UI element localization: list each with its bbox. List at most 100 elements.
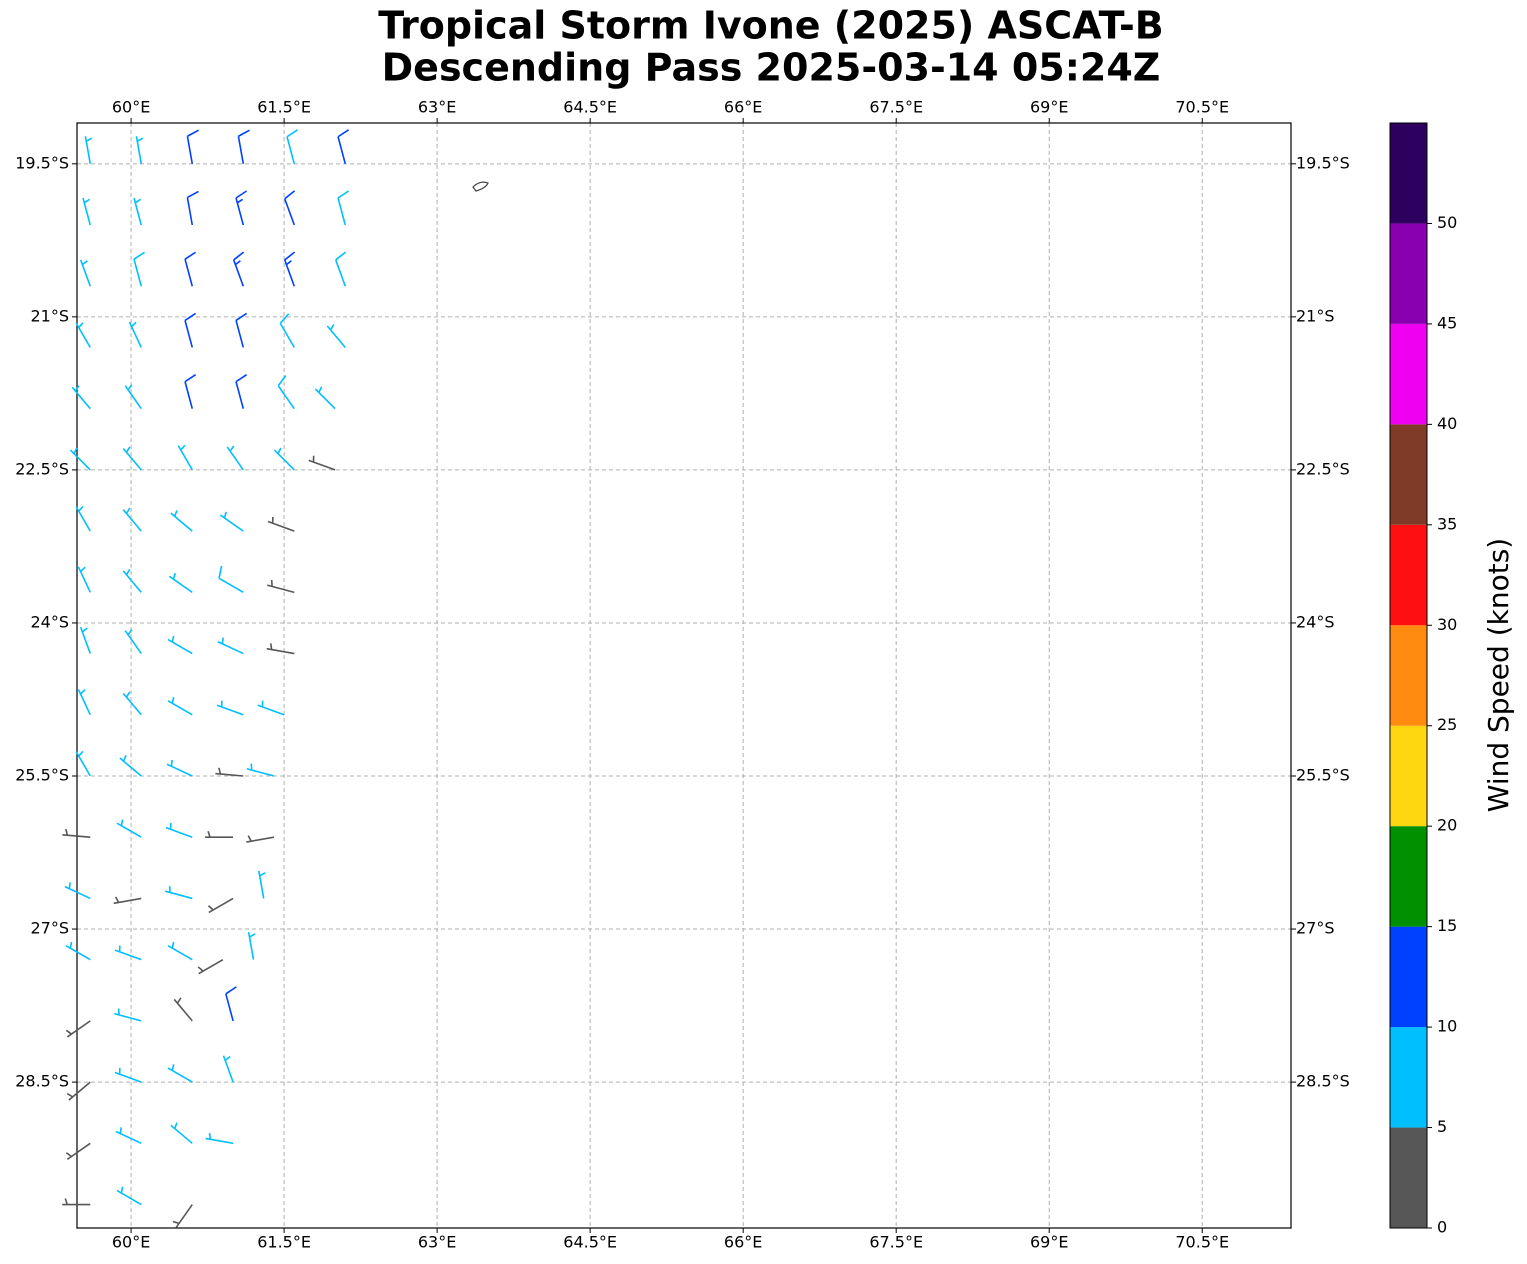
wind-barb [237,129,250,164]
colorbar-frame [1389,122,1428,1229]
wind-barb [122,507,142,532]
wind-barb [62,1198,91,1206]
wind-barb [75,750,91,777]
wind-barb [114,1008,142,1022]
y-tick-label: 22.5°S [15,459,69,478]
wind-barb [124,384,142,410]
wind-barb [65,1020,91,1038]
wind-barb [222,1055,234,1083]
y-tick-label: 27°S [30,919,69,938]
x-tick-label: 69°E [1030,1233,1068,1252]
wind-barb [266,643,295,655]
y-tick-label: 19.5°S [15,153,69,172]
y-tick-label: 19.5°S [1296,153,1350,172]
wind-barb [184,251,197,287]
wind-barb [184,374,197,409]
x-tick-label: 61.5°E [257,1233,311,1252]
wind-barb [326,324,346,348]
wind-barb [71,385,91,410]
y-tick-label: 25.5°S [15,766,69,785]
wind-barb [205,1132,234,1145]
wind-barb [225,986,237,1022]
wind-barb [114,1067,142,1083]
colorbar-tick-label: 30 [1437,615,1457,634]
colorbar-segment [1390,1127,1427,1228]
wind-barb [283,190,296,226]
y-tick-label: 24°S [30,612,69,631]
plot-frame [76,122,1292,1229]
wind-barb [116,1186,142,1206]
colorbar-tick-label: 50 [1437,213,1457,232]
wind-barb [65,1142,91,1161]
wind-barb [82,197,92,226]
wind-barb [115,1127,142,1145]
wind-barb [337,190,350,226]
wind-barb [65,941,91,961]
wind-barb [62,828,91,839]
x-tick-label: 64.5°E [563,1233,617,1252]
wind-barb [283,251,296,287]
colorbar-segment [1390,826,1427,927]
colorbar-segment [1390,625,1427,726]
wind-barb [235,312,248,348]
wind-barb [116,819,142,838]
wind-barb [64,882,91,900]
colorbar-segment [1390,524,1427,626]
wind-barb [135,136,144,164]
chart-subtitle: Descending Pass 2025-03-14 05:24Z [382,46,1161,90]
colorbar-segment [1390,323,1427,425]
wind-barb [172,1204,193,1228]
wind-barb [279,313,295,348]
colorbar-tick-label: 20 [1437,816,1457,835]
colorbar-segment [1390,424,1427,525]
wind-barb [167,635,193,655]
colorbar-segment [1390,123,1427,224]
y-tick-label: 28.5°S [15,1072,69,1091]
x-tick-label: 66°E [724,98,762,117]
colorbar-label: Wind Speed (knots) [1482,538,1515,812]
wind-barb [215,767,244,777]
colorbar-segment [1390,223,1427,324]
wind-barb [77,566,91,593]
x-tick-label: 64.5°E [563,98,617,117]
wind-barb [314,386,336,410]
wind-barb [235,190,248,226]
colorbar-tick-label: 10 [1437,1017,1457,1036]
wind-barb [170,510,193,532]
wind-barb [167,696,193,716]
wind-barb [246,763,275,777]
wind-barb [334,251,347,287]
wind-barb [184,312,197,348]
wind-barb [246,835,275,843]
x-tick-label: 63°E [418,98,456,117]
colorbar-tick-label: 45 [1437,313,1457,332]
wind-barb [273,447,295,471]
chart-title: Tropical Storm Ivone (2025) ASCAT-B [378,4,1163,48]
x-tick-label: 67.5°E [869,98,923,117]
wind-barb [122,568,142,593]
wind-barb [84,136,93,164]
x-tick-label: 70.5°E [1175,1233,1229,1252]
colorbar-tick-label: 15 [1437,916,1457,935]
wind-barb [232,251,245,287]
wind-barb [277,375,295,410]
wind-barb [113,896,142,905]
wind-barb [79,626,92,654]
wind-barb [267,580,295,594]
wind-barb [75,505,91,532]
wind-barb [165,823,193,838]
wind-barb [122,691,142,716]
x-tick-label: 61.5°E [257,98,311,117]
wind-barb [258,870,266,899]
wind-barb [124,629,142,655]
wind-barb [77,689,91,716]
wind-barb [267,516,295,532]
x-tick-label: 60°E [112,1233,150,1252]
wind-barb [119,755,142,777]
wind-barb [66,1081,91,1101]
y-tick-label: 27°S [1296,919,1335,938]
colorbar-tick-label: 40 [1437,414,1457,433]
wind-barb [122,446,142,471]
wind-barb [165,886,193,900]
colorbar-segment [1390,1027,1427,1128]
